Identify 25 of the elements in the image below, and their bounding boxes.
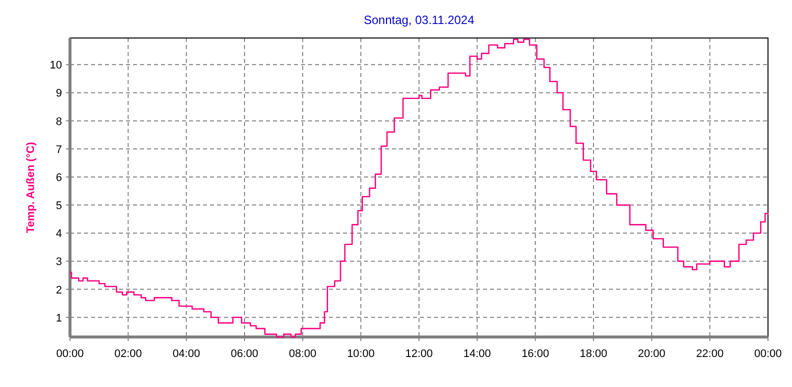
y-tick-label: 9 bbox=[56, 88, 62, 100]
x-tick-label: 00:00 bbox=[56, 348, 84, 360]
y-tick-label: 2 bbox=[56, 284, 62, 296]
y-tick-label: 10 bbox=[50, 60, 62, 72]
x-tick-label: 22:00 bbox=[696, 348, 724, 360]
y-tick-label: 4 bbox=[56, 228, 62, 240]
y-tick-label: 7 bbox=[56, 144, 62, 156]
x-tick-label: 20:00 bbox=[638, 348, 666, 360]
x-tick-label: 04:00 bbox=[172, 348, 200, 360]
y-axis-title: Temp. Außen (°C) bbox=[25, 142, 37, 234]
y-tick-label: 3 bbox=[56, 256, 62, 268]
chart-title: Sonntag, 03.11.2024 bbox=[364, 13, 475, 27]
y-tick-label: 6 bbox=[56, 172, 62, 184]
y-tick-label: 1 bbox=[56, 312, 62, 324]
x-tick-label: 00:00 bbox=[754, 348, 782, 360]
x-tick-label: 08:00 bbox=[288, 348, 316, 360]
x-tick-label: 14:00 bbox=[463, 348, 491, 360]
x-tick-label: 02:00 bbox=[114, 348, 142, 360]
x-tick-label: 06:00 bbox=[230, 348, 258, 360]
x-tick-label: 12:00 bbox=[405, 348, 433, 360]
x-tick-label: 18:00 bbox=[580, 348, 608, 360]
x-tick-label: 16:00 bbox=[522, 348, 550, 360]
y-tick-label: 5 bbox=[56, 200, 62, 212]
y-tick-label: 8 bbox=[56, 116, 62, 128]
x-tick-label: 10:00 bbox=[347, 348, 375, 360]
